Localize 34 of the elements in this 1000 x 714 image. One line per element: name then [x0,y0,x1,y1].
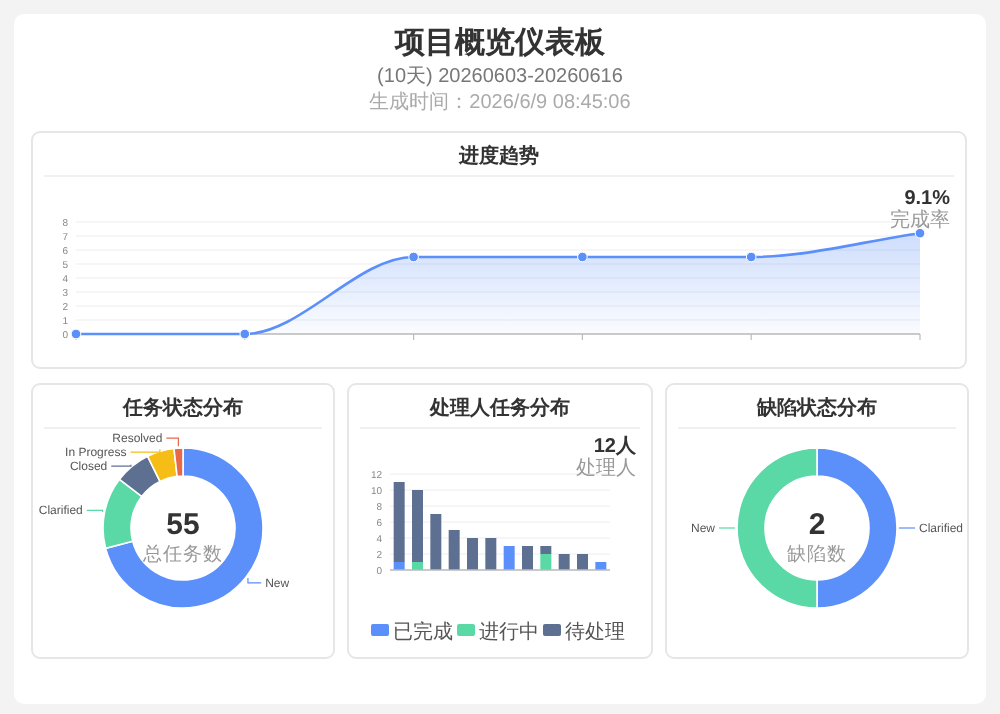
legend-label: 待处理 [565,620,625,644]
bar [540,546,552,554]
text: (10天) 20260603-20260616 [377,66,624,88]
chart-title: 处理人任务分布 [428,396,570,420]
bar [577,554,588,570]
bar [412,490,423,562]
text: 项目概览仪表板 [393,26,607,60]
bar [503,546,515,570]
bar [448,530,460,570]
annotation: 处理人 [576,456,636,480]
bar [540,554,552,570]
point [408,251,419,263]
bar [558,554,570,570]
text: 9.1% [904,188,951,210]
point [745,251,757,263]
text: 55 [166,508,200,542]
chart-title: 进度趋势 [457,144,539,168]
legend-label: 已完成 [393,620,453,644]
bar [485,538,497,570]
chart-title: 缺陷状态分布 [755,396,877,420]
text: 生成时间：2026/6/9 08:45:06 [369,90,632,114]
point [239,328,251,340]
point [577,251,588,263]
text: 2 [808,508,826,542]
bar [467,538,478,570]
text: 缺陷数 [787,542,847,566]
text: 12人 [593,434,638,458]
chart-title: 任务状态分布 [121,396,243,420]
legend-label: 进行中 [479,620,539,644]
bar [522,546,533,570]
bar [430,514,442,570]
bar [393,482,405,562]
text: 总任务数 [141,542,223,566]
annotation: 完成率 [890,208,950,232]
